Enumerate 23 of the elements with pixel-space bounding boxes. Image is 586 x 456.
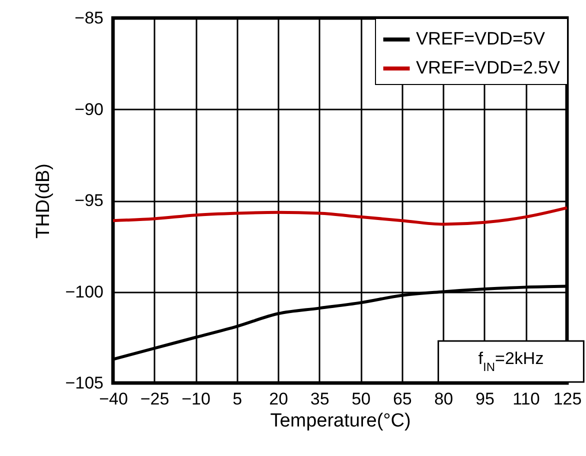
legend-label: VREF=VDD=2.5V [416,58,560,78]
x-tick-label: 20 [269,390,288,408]
x-tick-label: −10 [182,390,210,408]
line-series [112,206,568,226]
x-tick-label: 50 [352,390,371,408]
x-tick-label: −25 [140,390,170,408]
annotation: f$_{IN}$=2kHz [478,349,544,374]
x-tick-label: 80 [434,390,454,408]
y-axis-title: THD(dB) [33,164,54,238]
x-tick-label: 95 [475,390,494,408]
y-tick-label: −100 [65,282,104,302]
x-tick-label: 5 [232,390,242,408]
y-tick-label: −95 [74,191,104,210]
y-tick-label: −85 [74,8,104,28]
x-tick-label: 35 [310,390,330,408]
y-tick-label: −90 [74,100,104,119]
x-tick-label: 110 [512,390,540,408]
legend-label: VREF=VDD=5V [416,28,546,48]
x-axis-title: Temperature(°C) [270,410,411,432]
x-tick-label: 65 [392,390,412,408]
y-tick-label: −105 [65,374,104,392]
x-tick-label: −40 [99,390,128,408]
x-tick-label: 125 [553,390,582,408]
